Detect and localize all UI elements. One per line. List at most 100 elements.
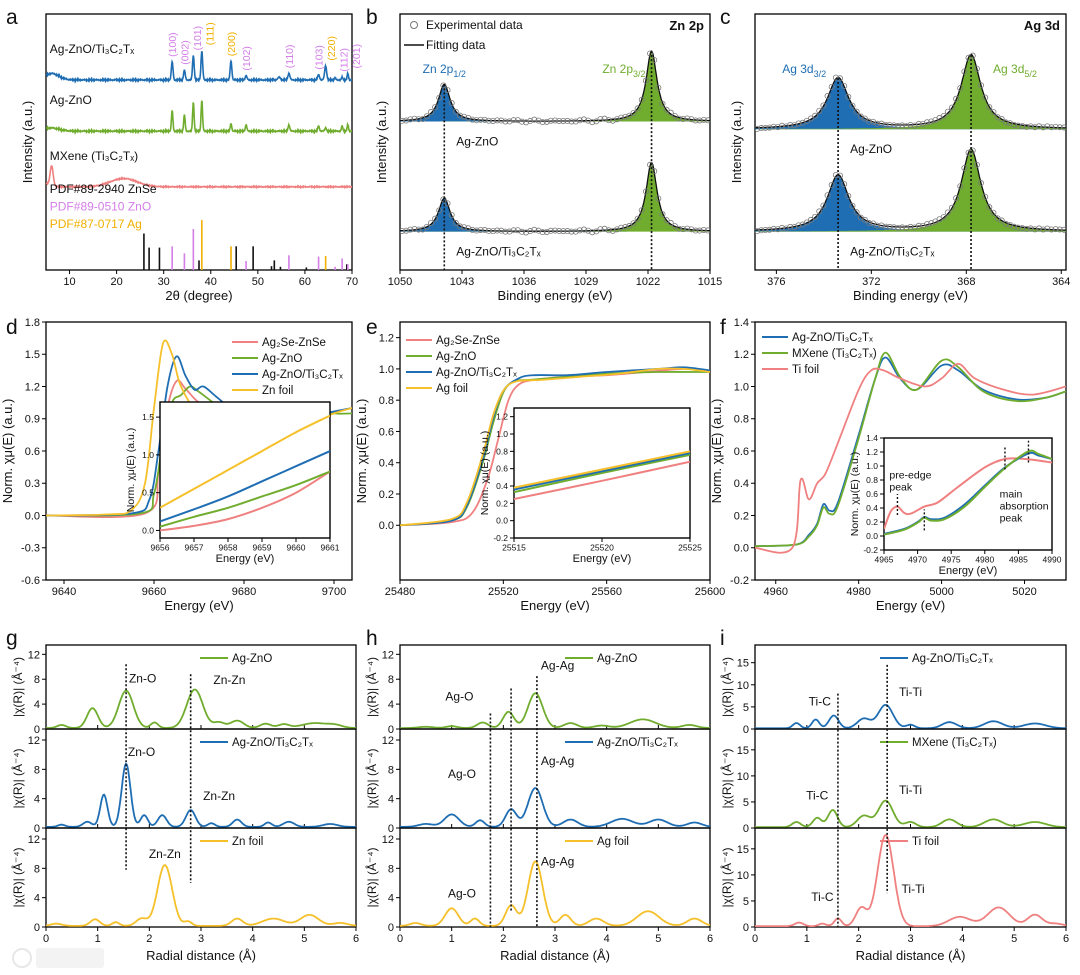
experimental-data-point bbox=[543, 228, 550, 235]
legend-label: Ag foil bbox=[436, 383, 468, 395]
x-axis-label: Energy (eV) bbox=[164, 598, 233, 613]
y-tick-label: 0.6 bbox=[734, 446, 749, 458]
spectrum-label: Ag-ZnO/Ti₃C₂Tₓ bbox=[850, 245, 934, 259]
y-tick-label: 12 bbox=[382, 735, 394, 747]
plot-area bbox=[755, 833, 1066, 927]
experimental-data-point bbox=[1036, 123, 1043, 130]
y-tick-label: 0.4 bbox=[866, 503, 878, 513]
fitting-line bbox=[400, 161, 710, 232]
experimental-data-point bbox=[774, 226, 781, 233]
experimental-data-point bbox=[605, 227, 612, 234]
experimental-data-point bbox=[423, 113, 430, 120]
experimental-data-point bbox=[527, 228, 534, 235]
experimental-data-point bbox=[911, 224, 918, 231]
y-axis-label: |χ(R)| (Å⁻⁴) bbox=[364, 748, 379, 808]
experimental-data-point bbox=[622, 224, 629, 231]
y-tick-label: 0.6 bbox=[379, 426, 394, 438]
experimental-data-point bbox=[400, 117, 406, 124]
experimental-data-point bbox=[626, 222, 633, 229]
x-tick-label: 4 bbox=[604, 933, 610, 945]
component-label: Ag 3d5/2 bbox=[993, 62, 1037, 79]
experimental-data-point bbox=[506, 228, 513, 235]
y-tick-label: 4 bbox=[34, 893, 40, 905]
experimental-data-point bbox=[547, 117, 554, 124]
experimental-data-point bbox=[783, 123, 790, 130]
fitted-component-ag-3d-3-2 bbox=[755, 175, 1066, 232]
plot-area bbox=[160, 414, 330, 532]
experimental-data-point bbox=[572, 228, 579, 235]
y-tick-label: 0.0 bbox=[25, 510, 40, 522]
experimental-data-point bbox=[700, 226, 707, 233]
experimental-data-point bbox=[663, 106, 670, 113]
experimental-data-point bbox=[853, 108, 860, 115]
y-tick-label: 0.4 bbox=[734, 478, 749, 490]
component-label-sub: 5/2 bbox=[1024, 69, 1037, 79]
component-label: Zn 2p1/2 bbox=[423, 62, 466, 79]
miller-index-label: (220) bbox=[326, 36, 338, 61]
experimental-data-point bbox=[614, 226, 621, 233]
experimental-data-point bbox=[994, 114, 1001, 121]
x-tick-label: 1015 bbox=[698, 276, 722, 288]
y-tick-label: -0.2 bbox=[730, 575, 749, 587]
plot-area bbox=[400, 50, 710, 236]
experimental-data-point bbox=[1056, 124, 1063, 131]
bond-label: Ti-Ti bbox=[899, 783, 922, 797]
experimental-data-point bbox=[870, 118, 877, 125]
bond-label: Ag-Ag bbox=[541, 754, 574, 768]
series-line-mxene-ti-c-t bbox=[46, 164, 352, 190]
series-line-ti-foil bbox=[755, 833, 1066, 927]
experimental-data-point bbox=[841, 82, 848, 89]
experimental-data-point bbox=[853, 209, 860, 216]
experimental-data-point bbox=[552, 117, 559, 124]
series-line-ag-zno bbox=[46, 688, 356, 729]
series-line-ag-zno-ti-c-t bbox=[46, 762, 356, 828]
experimental-data-point bbox=[510, 227, 517, 234]
experimental-data-point bbox=[614, 116, 621, 123]
x-tick-label: 3 bbox=[552, 933, 558, 945]
legend-label: Ti foil bbox=[912, 836, 939, 848]
experimental-data-point bbox=[1002, 220, 1009, 227]
x-tick-label: 10 bbox=[63, 276, 75, 288]
inset-series-line-ag-foil bbox=[514, 450, 690, 489]
x-axis-label: Radial distance (Å) bbox=[856, 948, 966, 963]
experimental-data-point bbox=[605, 117, 612, 124]
series-line-zn-foil bbox=[46, 864, 356, 927]
experimental-data-point bbox=[473, 117, 480, 124]
y-tick-label: 0.0 bbox=[496, 516, 508, 526]
component-label-sub: 1/2 bbox=[453, 69, 466, 79]
experimental-data-point bbox=[638, 207, 645, 214]
experimental-data-point bbox=[762, 227, 769, 234]
legend-label: Ag₂Se-ZnSe bbox=[436, 335, 500, 347]
experimental-data-point bbox=[766, 226, 773, 233]
experimental-data-point bbox=[1023, 123, 1030, 130]
experimental-data-point bbox=[642, 77, 649, 84]
x-axis-label: Energy (eV) bbox=[520, 598, 589, 613]
experimental-data-point bbox=[684, 225, 691, 232]
experimental-data-point bbox=[400, 227, 406, 234]
series-line-ag-zno-ti-c-t bbox=[755, 703, 1066, 729]
y-tick-label: 8 bbox=[34, 863, 40, 875]
experimental-data-point bbox=[498, 227, 505, 234]
inset-x-axis-label: Energy (eV) bbox=[939, 565, 998, 577]
experimental-data-point bbox=[436, 207, 443, 214]
experimental-data-point bbox=[481, 116, 488, 123]
fitting-line bbox=[400, 50, 710, 122]
y-tick-label: 1.8 bbox=[25, 317, 40, 329]
experimental-data-point bbox=[419, 115, 426, 122]
experimental-data-point bbox=[547, 227, 554, 234]
x-tick-label: 5 bbox=[301, 933, 307, 945]
x-axis-label: Binding energy (eV) bbox=[853, 288, 968, 303]
experimental-data-point bbox=[961, 164, 968, 171]
series-label: Ag-ZnO bbox=[50, 93, 92, 107]
experimental-data-point bbox=[560, 117, 567, 124]
bond-label: Ti-C bbox=[806, 788, 829, 802]
fitted-component-zn-2p-1-2 bbox=[400, 198, 710, 232]
experimental-data-point bbox=[477, 226, 484, 233]
panel-title: Ag 3d bbox=[1024, 18, 1060, 33]
experimental-data-point bbox=[899, 122, 906, 129]
experimental-data-point bbox=[403, 117, 410, 124]
x-tick-label: 0 bbox=[752, 933, 758, 945]
experimental-data-point bbox=[928, 220, 935, 227]
